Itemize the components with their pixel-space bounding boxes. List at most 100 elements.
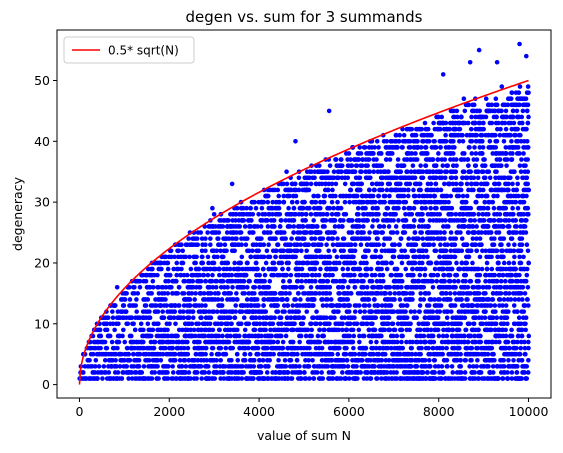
scatter-point	[179, 266, 184, 272]
scatter-point	[245, 260, 250, 266]
scatter-point	[448, 297, 453, 302]
scatter-point	[210, 285, 216, 290]
scatter-point	[263, 260, 269, 266]
scatter-point	[279, 321, 284, 327]
scatter-point	[461, 169, 467, 175]
scatter-point	[379, 333, 384, 339]
scatter-point	[293, 193, 299, 199]
scatter-point	[352, 315, 357, 321]
scatter-point	[381, 242, 386, 248]
scatter-point	[422, 266, 428, 272]
scatter-point	[426, 357, 432, 363]
scatter-point	[207, 321, 213, 327]
scatter-point	[390, 321, 396, 327]
scatter-point	[468, 126, 474, 132]
scatter-point	[241, 278, 247, 284]
scatter-point	[321, 199, 327, 205]
scatter-point	[251, 376, 256, 381]
scatter-point	[335, 212, 340, 217]
scatter-point	[394, 266, 400, 272]
scatter-point	[298, 242, 303, 248]
scatter-point	[217, 272, 222, 278]
scatter-point	[266, 364, 271, 369]
scatter-point	[444, 169, 450, 175]
scatter-point	[458, 351, 463, 357]
scatter-point	[372, 364, 377, 369]
scatter-point	[410, 291, 415, 296]
scatter-point	[354, 364, 359, 369]
scatter-point	[175, 291, 181, 296]
scatter-point	[375, 205, 380, 211]
scatter-point	[438, 303, 444, 308]
scatter-point	[342, 199, 348, 205]
scatter-point	[440, 351, 445, 357]
scatter-point	[193, 333, 198, 339]
scatter-point	[399, 327, 404, 333]
scatter-point	[317, 321, 323, 327]
scatter-point	[435, 157, 441, 162]
scatter-point	[445, 163, 451, 168]
scatter-point	[364, 218, 370, 223]
scatter-point	[145, 297, 151, 302]
scatter-point	[277, 212, 283, 217]
scatter-point	[454, 157, 459, 162]
scatter-point	[361, 278, 366, 284]
scatter-point	[237, 333, 242, 339]
scatter-point	[172, 254, 177, 260]
scatter-point	[339, 169, 344, 175]
scatter-point	[319, 345, 325, 351]
scatter-point	[293, 364, 299, 369]
scatter-point	[376, 242, 382, 248]
scatter-point	[218, 357, 223, 363]
scatter-point	[362, 351, 368, 357]
scatter-point	[208, 242, 213, 248]
scatter-point	[244, 205, 249, 211]
scatter-point	[291, 230, 296, 235]
scatter-point	[462, 315, 468, 321]
scatter-point	[283, 218, 288, 223]
scatter-point	[193, 291, 198, 296]
scatter-point	[350, 327, 356, 333]
scatter-point	[433, 163, 439, 168]
scatter-point	[417, 309, 422, 314]
scatter-point	[467, 145, 472, 150]
scatter-point	[363, 345, 369, 351]
scatter-point	[262, 272, 268, 278]
scatter-point	[447, 260, 453, 266]
scatter-point	[268, 230, 273, 235]
scatter-point	[327, 254, 333, 260]
scatter-point	[218, 345, 224, 351]
scatter-point	[358, 242, 364, 248]
scatter-point	[239, 321, 244, 327]
scatter-point	[181, 291, 187, 296]
scatter-point	[194, 254, 199, 260]
scatter-point	[452, 254, 458, 260]
scatter-point	[392, 327, 398, 333]
scatter-point	[462, 376, 468, 381]
scatter-point	[286, 205, 291, 211]
scatter-point	[206, 309, 212, 314]
scatter-point	[235, 327, 240, 333]
scatter-point	[305, 364, 311, 369]
scatter-point	[403, 266, 409, 272]
scatter-point	[299, 278, 304, 284]
scatter-point	[93, 357, 99, 363]
scatter-point	[399, 278, 405, 284]
scatter-point	[283, 291, 288, 296]
scatter-point	[430, 309, 436, 314]
scatter-point	[112, 327, 117, 333]
scatter-point	[103, 370, 108, 375]
scatter-point	[129, 315, 134, 321]
scatter-point	[449, 364, 455, 369]
scatter-point	[197, 285, 203, 290]
scatter-point	[414, 315, 419, 321]
scatter-point	[337, 260, 342, 266]
scatter-point	[167, 272, 173, 278]
scatter-point	[272, 291, 278, 296]
scatter-point	[156, 376, 161, 381]
scatter-point	[107, 333, 113, 339]
scatter-point	[216, 351, 222, 357]
scatter-point	[263, 309, 269, 314]
scatter-point	[375, 236, 380, 241]
